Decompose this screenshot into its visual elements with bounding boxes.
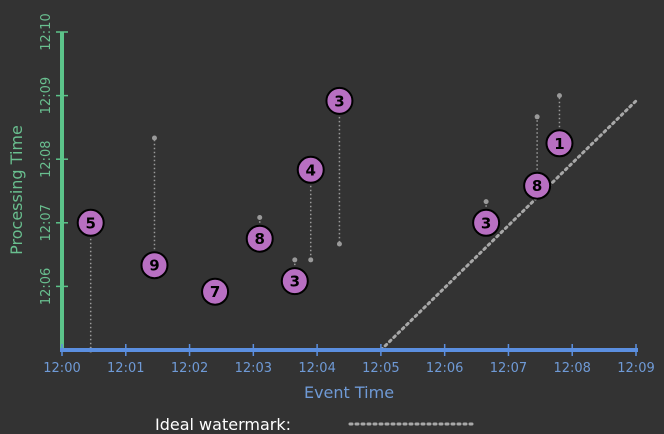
y-tick-label: 12:10	[39, 13, 54, 50]
x-tick-label: 12:02	[171, 361, 208, 376]
y-tick-label: 12:09	[39, 77, 54, 114]
data-point-label: 3	[481, 214, 491, 232]
drop-end-dot	[151, 135, 157, 141]
data-point	[325, 86, 354, 115]
data-point	[472, 208, 501, 237]
data-point-label: 9	[149, 257, 159, 275]
drop-end-dot	[534, 114, 540, 120]
data-point-label: 5	[85, 214, 95, 232]
x-tick-label: 12:06	[426, 361, 463, 376]
data-point-label: 4	[306, 161, 316, 179]
data-point	[296, 155, 325, 184]
drop-end-dot	[257, 215, 263, 220]
data-point-label: 8	[532, 177, 542, 195]
data-point	[140, 251, 169, 280]
y-tick-label: 12:06	[39, 268, 54, 305]
data-point	[280, 267, 309, 296]
y-axis-title: Processing Time	[7, 125, 26, 255]
data-point-label: 1	[554, 135, 564, 153]
data-point-label: 8	[254, 230, 264, 248]
ideal-watermark-line	[379, 99, 638, 352]
x-tick-label: 12:05	[362, 361, 399, 376]
drop-end-dot	[483, 199, 489, 205]
drop-end-dot	[556, 93, 562, 99]
data-point	[76, 208, 105, 237]
x-tick-label: 12:03	[235, 361, 272, 376]
x-axis-title: Event Time	[304, 383, 394, 402]
x-tick-label: 12:09	[617, 361, 654, 376]
drop-end-dot	[308, 257, 314, 263]
drop-end-dot	[292, 257, 298, 263]
data-point-label: 3	[334, 92, 344, 110]
x-tick-label: 12:04	[298, 361, 335, 376]
data-point	[245, 224, 274, 253]
data-point-label: 7	[210, 283, 220, 301]
x-tick-label: 12:07	[490, 361, 527, 376]
drop-end-dot	[336, 241, 342, 247]
data-point	[545, 129, 574, 158]
x-tick-label: 12:01	[107, 361, 144, 376]
data-point	[201, 277, 230, 306]
data-point	[523, 171, 552, 200]
legend-label: Ideal watermark:	[155, 415, 291, 434]
y-tick-label: 12:08	[39, 140, 54, 177]
data-point-label: 3	[290, 273, 300, 291]
x-tick-label: 12:00	[43, 361, 80, 376]
y-tick-label: 12:07	[39, 204, 54, 241]
x-tick-label: 12:08	[553, 361, 590, 376]
